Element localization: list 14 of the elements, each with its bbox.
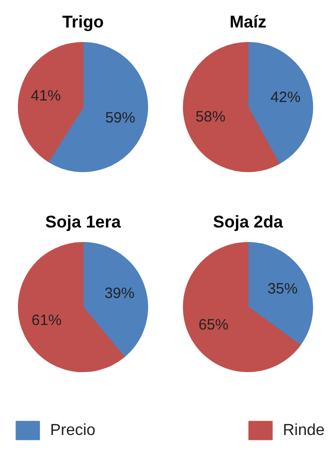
data-label: 65%	[198, 316, 228, 334]
legend-label: Precio	[50, 422, 96, 439]
data-label: 39%	[104, 285, 134, 302]
chart-title: Trigo	[62, 12, 104, 32]
data-label: 59%	[105, 110, 136, 127]
chart-title: Soja 2da	[213, 212, 284, 232]
data-label: 42%	[270, 88, 301, 106]
legend-label: Rinde	[282, 422, 325, 439]
chart-title: Maíz	[230, 12, 266, 32]
data-label: 61%	[32, 312, 62, 329]
chart-title: Soja 1era	[45, 212, 122, 232]
data-label: 58%	[195, 108, 226, 126]
data-label: 35%	[268, 280, 298, 298]
data-label: 41%	[30, 88, 61, 105]
